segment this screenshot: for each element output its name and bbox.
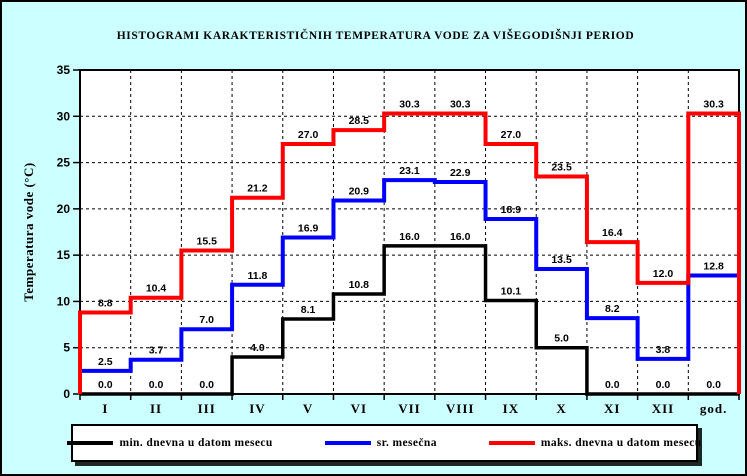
x-category-label: II: [150, 401, 162, 416]
y-tick-label: 0: [63, 387, 70, 401]
data-label-maks: 27.0: [501, 129, 522, 141]
x-category-label: IX: [503, 401, 519, 416]
data-label-min: 0.0: [656, 379, 671, 391]
data-label-sr: 12.8: [703, 261, 724, 273]
legend-label-min: min. dnevna u datom mesecu: [119, 437, 273, 449]
series-line-sr: [78, 178, 741, 394]
data-label-min: 0.0: [605, 379, 620, 391]
data-label-maks: 8.8: [98, 298, 113, 310]
data-label-maks: 23.5: [551, 161, 572, 173]
legend-label-maks: maks. dnevna u datom mesecu: [540, 437, 702, 449]
chart-title: HISTOGRAMI KARAKTERISTIČNIH TEMPERATURA …: [116, 30, 635, 42]
y-tick-label: 35: [57, 63, 71, 77]
legend-item-min: min. dnevna u datom mesecu: [67, 437, 272, 449]
data-label-sr: 7.0: [199, 314, 214, 326]
series-line-min: [80, 244, 739, 396]
y-tick-label: 15: [57, 248, 71, 262]
plot-area-background: [80, 70, 739, 394]
data-label-sr: 2.5: [98, 356, 113, 368]
data-label-min: 10.8: [349, 279, 370, 291]
legend-item-maks: maks. dnevna u datom mesecu: [488, 437, 702, 449]
data-label-maks: 30.3: [399, 99, 420, 111]
data-label-min: 16.0: [399, 231, 420, 243]
data-label-sr: 8.2: [605, 303, 620, 315]
data-label-min: 16.0: [450, 231, 471, 243]
data-label-min: 10.1: [501, 286, 522, 298]
y-tick-label: 5: [63, 341, 70, 355]
x-category-label: V: [303, 401, 313, 416]
data-label-maks: 28.5: [349, 115, 370, 127]
data-label-sr: 22.9: [450, 167, 471, 179]
y-tick-label: 10: [57, 294, 71, 308]
data-label-sr: 3.8: [656, 344, 671, 356]
data-label-maks: 12.0: [653, 268, 674, 280]
data-label-sr: 11.8: [247, 270, 267, 282]
data-label-maks: 27.0: [298, 129, 319, 141]
data-label-min: 8.1: [301, 304, 316, 316]
data-label-sr: 20.9: [349, 186, 370, 198]
x-category-label: god.: [700, 401, 727, 416]
data-label-sr: 18.9: [501, 204, 522, 216]
x-category-label: XI: [604, 401, 620, 416]
maks-line-swatch: [488, 441, 535, 445]
data-label-min: 0.0: [199, 379, 214, 391]
data-label-maks: 10.4: [146, 283, 167, 295]
legend-item-sr: sr. mesečna: [324, 437, 437, 449]
x-category-label: III: [198, 401, 216, 416]
data-label-maks: 30.3: [703, 99, 724, 111]
data-label-maks: 15.5: [197, 236, 218, 248]
min-line-swatch: [67, 441, 114, 445]
x-category-label: X: [556, 401, 566, 416]
legend: min. dnevna u datom mesecu sr. mesečna m…: [67, 424, 701, 462]
series-line-maks: [78, 111, 741, 394]
y-tick-label: 30: [57, 109, 71, 123]
x-category-label: IV: [249, 401, 265, 416]
data-label-min: 0.0: [706, 379, 721, 391]
x-category-label: VIII: [446, 401, 475, 416]
data-label-min: 0.0: [149, 379, 164, 391]
data-label-sr: 23.1: [399, 165, 420, 177]
data-label-maks: 30.3: [450, 99, 471, 111]
data-label-maks: 16.4: [602, 227, 623, 239]
data-label-sr: 3.7: [149, 345, 164, 357]
data-label-min: 0.0: [98, 379, 113, 391]
data-label-min: 5.0: [554, 333, 569, 345]
legend-label-sr: sr. mesečna: [376, 437, 437, 449]
sr-line-swatch: [324, 441, 371, 445]
y-tick-label: 25: [57, 156, 71, 170]
data-label-maks: 21.2: [247, 183, 268, 195]
data-label-sr: 16.9: [298, 223, 319, 235]
x-category-label: VI: [351, 401, 367, 416]
x-category-label: I: [102, 401, 108, 416]
x-category-label: XII: [652, 401, 675, 416]
y-tick-label: 20: [57, 202, 71, 216]
data-label-sr: 13.5: [551, 254, 572, 266]
x-category-label: VII: [398, 401, 421, 416]
data-label-min: 4.0: [250, 342, 265, 354]
